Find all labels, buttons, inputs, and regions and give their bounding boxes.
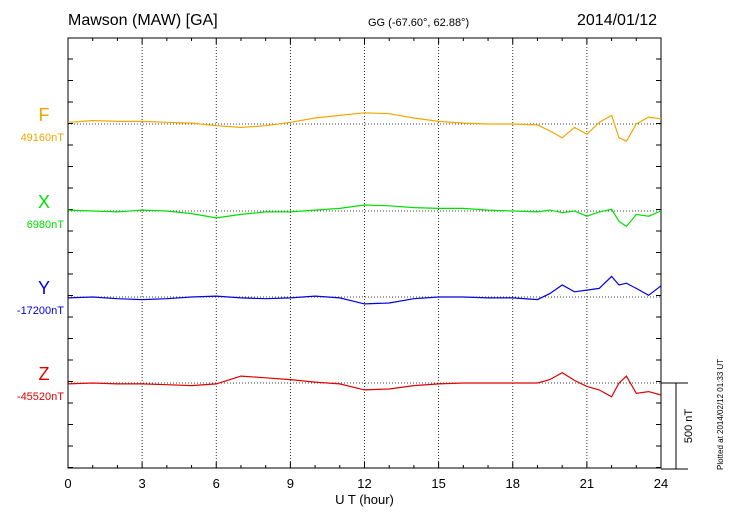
series-label-Y: Y <box>38 278 50 298</box>
scale-bar-label: 500 nT <box>683 409 695 444</box>
baseline-label-Y: -17200nT <box>17 305 64 317</box>
x-axis-label: U T (hour) <box>335 492 394 507</box>
series-line-X <box>67 204 662 228</box>
x-tick-label-12: 12 <box>357 476 371 491</box>
x-tick-label-24: 24 <box>654 476 668 491</box>
plotted-timestamp: Plotted at 2014/02/12 01:33 UT <box>716 358 725 470</box>
baseline-label-X: 6980nT <box>27 219 65 231</box>
x-tick-label-9: 9 <box>287 476 294 491</box>
date-label: 2014/01/12 <box>577 12 658 29</box>
series-line-Z <box>67 372 662 398</box>
baseline-label-Z: -45520nT <box>17 391 64 403</box>
baseline-label-F: 49160nT <box>21 132 65 144</box>
x-tick-label-6: 6 <box>213 476 220 491</box>
series-label-X: X <box>38 192 50 212</box>
x-tick-label-3: 3 <box>139 476 146 491</box>
x-tick-label-0: 0 <box>64 476 71 491</box>
series-label-Z: Z <box>39 364 50 384</box>
station-title: Mawson (MAW) [GA] <box>68 12 218 29</box>
x-tick-label-18: 18 <box>506 476 520 491</box>
series-line-F <box>67 112 662 142</box>
series-line-Y <box>67 275 662 305</box>
series-label-F: F <box>39 105 50 125</box>
geographic-coordinates: GG (-67.60°, 62.88°) <box>368 17 470 29</box>
x-tick-label-21: 21 <box>580 476 594 491</box>
x-tick-label-15: 15 <box>431 476 445 491</box>
plot-frame <box>67 37 662 469</box>
